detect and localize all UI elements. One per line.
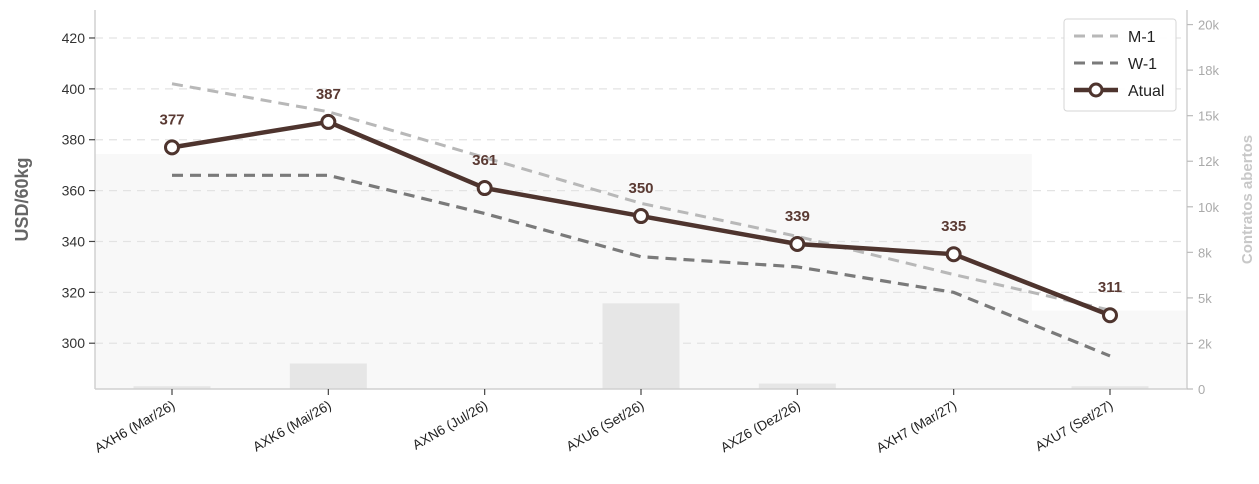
atual-marker-2: [476, 180, 493, 197]
right-tick-label-5: 12k: [1198, 154, 1219, 169]
right-tick-label-8: 20k: [1198, 18, 1219, 33]
atual-marker-0: [164, 139, 180, 156]
left-tick-label-360: 360: [62, 183, 86, 199]
category-label-6: AXU7 (Set/27): [1033, 398, 1116, 455]
legend: M-1 W-1 Atual: [1063, 18, 1177, 112]
data-labels-layer: 377 387 361 350 339 335 311: [159, 86, 1122, 296]
atual-marker-5: [945, 246, 962, 263]
left-tick-label-420: 420: [62, 30, 86, 46]
category-label-3: AXU6 (Set/26): [564, 398, 647, 455]
open-interest-area: [95, 153, 1187, 389]
right-tick-label-0: 0: [1198, 382, 1205, 397]
atual-marker-1: [320, 113, 337, 130]
series-lines-layer: [164, 82, 1118, 358]
y2-axis-title: Contratos abertos: [1239, 135, 1256, 264]
left-tick-label-400: 400: [62, 81, 86, 97]
atual-marker-3: [633, 208, 649, 225]
left-tick-label-340: 340: [62, 233, 86, 249]
right-tick-label-6: 15k: [1198, 109, 1219, 124]
legend-label-atual: Atual: [1128, 83, 1164, 100]
open-interest-bars-layer: [133, 303, 1149, 389]
category-label-4: AXZ6 (Dez/26): [718, 398, 803, 456]
right-tick-label-4: 10k: [1198, 200, 1219, 215]
legend-label-w-1: W-1: [1128, 56, 1157, 73]
atual-marker-6: [1102, 307, 1118, 324]
data-label-3: 350: [628, 180, 653, 197]
category-label-2: AXN6 (Jul/26): [410, 398, 490, 453]
category-label-0: AXH6 (Mar/26): [92, 398, 177, 456]
atual-marker-4: [789, 236, 806, 253]
data-label-1: 387: [316, 86, 341, 103]
series-line-w-1: [172, 173, 1111, 358]
right-tick-label-2: 5k: [1198, 291, 1212, 306]
open-interest-bar-0: [133, 386, 211, 389]
data-label-0: 377: [159, 111, 184, 128]
category-label-5: AXH7 (Mar/27): [874, 398, 959, 456]
open-interest-bar-1: [289, 363, 367, 389]
data-label-2: 361: [472, 152, 497, 169]
data-label-6: 311: [1098, 279, 1122, 296]
left-tick-label-300: 300: [62, 335, 86, 351]
right-tick-label-1: 2k: [1198, 336, 1212, 351]
y-axis-title: USD/60kg: [12, 157, 32, 241]
open-interest-bar-6: [1071, 386, 1149, 389]
data-label-5: 335: [941, 218, 966, 235]
category-label-1: AXK6 (Mai/26): [250, 398, 334, 455]
open-interest-area-layer: [95, 153, 1187, 389]
left-tick-label-320: 320: [62, 284, 86, 300]
data-label-4: 339: [785, 208, 810, 225]
left-tick-label-380: 380: [62, 132, 86, 148]
open-interest-bar-4: [758, 383, 836, 389]
right-tick-label-3: 8k: [1198, 245, 1212, 260]
right-tick-label-7: 18k: [1198, 63, 1219, 78]
legend-label-m-1: M-1: [1128, 29, 1156, 46]
legend-marker-atual: [1088, 82, 1104, 98]
open-interest-bar-3: [602, 303, 680, 389]
